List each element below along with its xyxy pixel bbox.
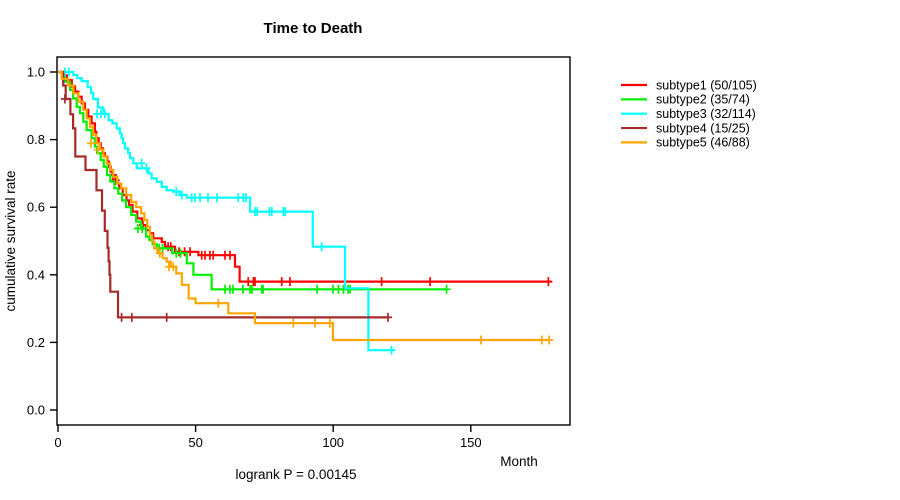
legend-label-subtype3: subtype3 (32/114): [656, 107, 756, 121]
x-tick-label: 0: [54, 435, 61, 450]
survival-curve-subtype1: [58, 70, 552, 283]
legend-label-subtype5: subtype5 (46/88): [656, 136, 750, 150]
chart-title: Time to Death: [264, 20, 363, 37]
legend-item-subtype2: subtype2 (35/74): [621, 93, 750, 107]
y-tick-label: 0.4: [27, 267, 45, 282]
y-tick-label: 0.6: [27, 200, 45, 215]
plot-box: [56, 56, 571, 426]
y-tick-label: 0.0: [27, 403, 45, 418]
legend-label-subtype2: subtype2 (35/74): [656, 93, 750, 107]
y-tick-label: 1.0: [27, 65, 45, 80]
x-tick-label: 50: [188, 435, 202, 450]
legend-label-subtype4: subtype4 (15/25): [656, 121, 750, 135]
legend-group: subtype1 (50/105)subtype2 (35/74)subtype…: [621, 78, 757, 150]
axes-group: 0.0 0.2 0.4 0.6 0.8 1.0 0 50 100 150: [27, 65, 482, 451]
y-tick-label: 0.8: [27, 132, 45, 147]
legend-item-subtype5: subtype5 (46/88): [621, 136, 750, 150]
censor-marks-subtype4: [60, 94, 392, 322]
legend-item-subtype4: subtype4 (15/25): [621, 121, 750, 135]
x-axis-label: Month: [500, 454, 538, 469]
legend-item-subtype3: subtype3 (32/114): [621, 107, 756, 121]
x-tick-label: 150: [460, 435, 482, 450]
legend-item-subtype1: subtype1 (50/105): [621, 78, 757, 92]
curves-group: [58, 67, 554, 355]
y-axis-label: cumulative survival rate: [3, 170, 18, 311]
censor-marks-subtype3: [60, 67, 396, 355]
y-tick-label: 0.2: [27, 335, 45, 350]
survival-curve-subtype5: [58, 70, 551, 342]
survival-curve-subtype2: [58, 70, 447, 291]
x-tick-label: 100: [322, 435, 344, 450]
logrank-pvalue-text: logrank P = 0.00145: [236, 467, 357, 482]
legend-label-subtype1: subtype1 (50/105): [656, 78, 757, 92]
survival-curve-subtype4: [58, 70, 388, 319]
censor-marks-subtype5: [87, 138, 554, 345]
